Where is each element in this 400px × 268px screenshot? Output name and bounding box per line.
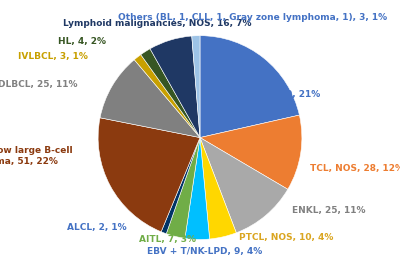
Text: ANKL, 50, 21%: ANKL, 50, 21% [246, 90, 320, 99]
Text: DLBCL, 25, 11%: DLBCL, 25, 11% [0, 80, 78, 89]
Wedge shape [200, 115, 302, 189]
Wedge shape [141, 49, 200, 137]
Text: Lymphoid malignancies, NOS, 16, 7%: Lymphoid malignancies, NOS, 16, 7% [63, 19, 252, 28]
Text: Others (BL, 1, CLL, 1, Gray zone lymphoma, 1), 3, 1%: Others (BL, 1, CLL, 1, Gray zone lymphom… [118, 13, 388, 22]
Wedge shape [100, 60, 200, 137]
Wedge shape [200, 137, 236, 239]
Text: ALCL, 2, 1%: ALCL, 2, 1% [67, 223, 127, 232]
Wedge shape [98, 118, 200, 232]
Text: Bone marrow large B-cell
lymphoma, 51, 22%: Bone marrow large B-cell lymphoma, 51, 2… [0, 146, 73, 166]
Wedge shape [166, 137, 200, 238]
Text: TCL, NOS, 28, 12%: TCL, NOS, 28, 12% [310, 164, 400, 173]
Text: IVLBCL, 3, 1%: IVLBCL, 3, 1% [18, 51, 88, 61]
Wedge shape [200, 36, 299, 137]
Text: PTCL, NOS, 10, 4%: PTCL, NOS, 10, 4% [239, 233, 333, 242]
Wedge shape [134, 55, 200, 137]
Text: EBV + T/NK-LPD, 9, 4%: EBV + T/NK-LPD, 9, 4% [148, 247, 263, 256]
Wedge shape [185, 137, 210, 240]
Text: HL, 4, 2%: HL, 4, 2% [58, 37, 106, 46]
Wedge shape [150, 36, 200, 137]
Wedge shape [192, 36, 200, 137]
Wedge shape [161, 137, 200, 234]
Text: ENKL, 25, 11%: ENKL, 25, 11% [292, 206, 365, 215]
Text: AITL, 7, 3%: AITL, 7, 3% [139, 235, 196, 244]
Wedge shape [200, 137, 288, 233]
